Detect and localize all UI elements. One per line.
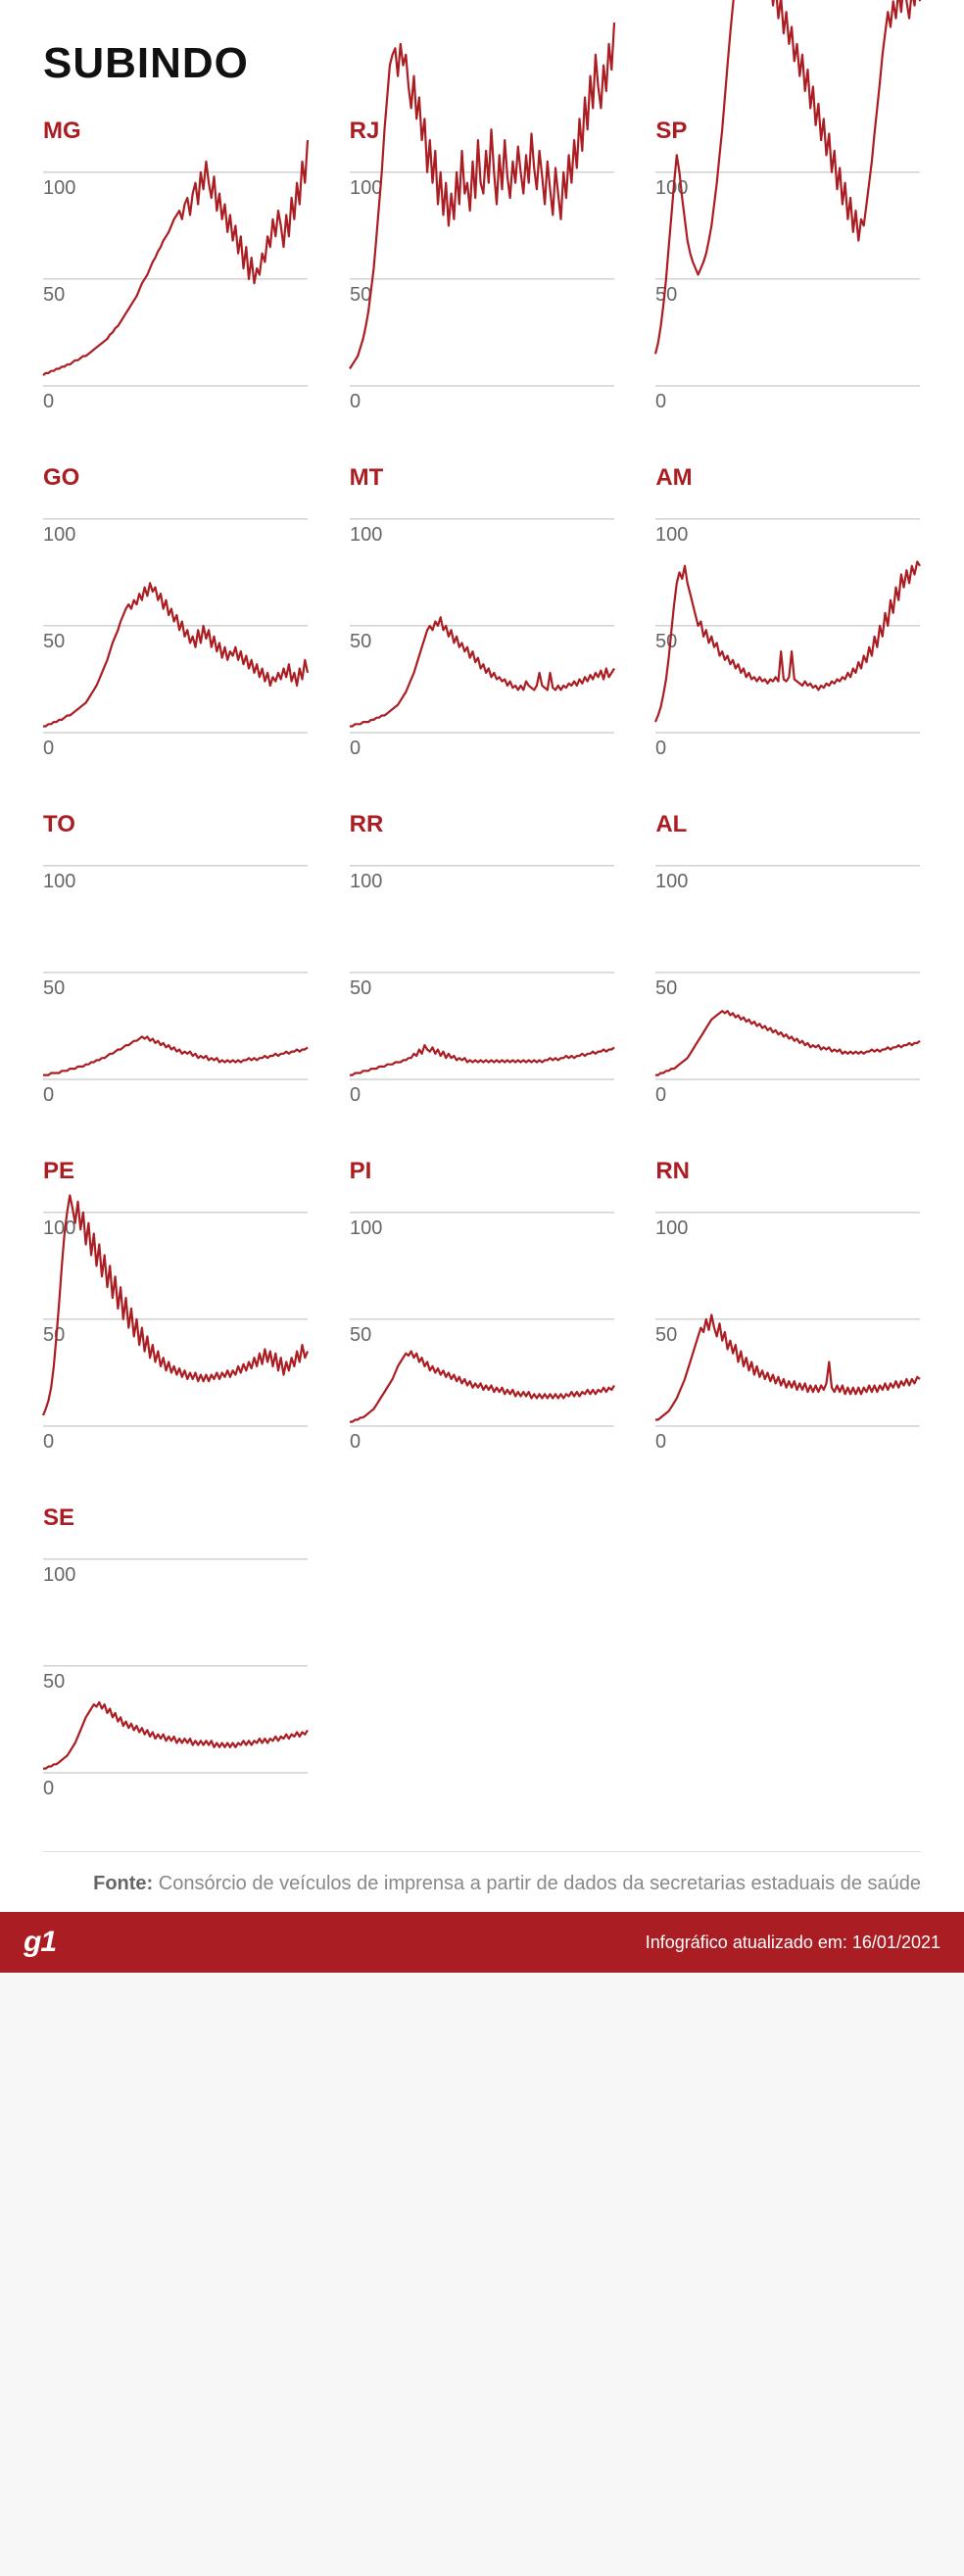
chart-label: SE xyxy=(43,1504,309,1532)
series-line xyxy=(350,617,614,726)
source-label: Fonte: xyxy=(93,1873,153,1894)
ytick-label: 0 xyxy=(350,1084,361,1106)
series-line xyxy=(43,1702,308,1769)
chart-svg: 050100 xyxy=(350,498,614,733)
chart-svg: 050100 xyxy=(655,844,920,1079)
ytick-label: 100 xyxy=(655,524,688,546)
ytick-label: 0 xyxy=(350,391,361,412)
chart-rj: RJ050100 xyxy=(350,118,615,386)
chart-label: PE xyxy=(43,1158,309,1185)
chart-go: GO050100 xyxy=(43,464,309,733)
chart-label: TO xyxy=(43,811,309,838)
chart-mg: MG050100 xyxy=(43,118,309,386)
chart-se: SE050100 xyxy=(43,1504,309,1773)
ytick-label: 50 xyxy=(43,284,65,306)
ytick-label: 50 xyxy=(350,631,371,652)
ytick-label: 0 xyxy=(43,1084,54,1106)
series-line xyxy=(350,1045,614,1075)
ytick-label: 100 xyxy=(655,871,688,892)
series-line xyxy=(43,140,308,375)
chart-svg: 050100 xyxy=(655,151,920,386)
chart-mt: MT050100 xyxy=(350,464,615,733)
source-footer: Fonte: Consórcio de veículos de imprensa… xyxy=(43,1851,921,1912)
ytick-label: 0 xyxy=(350,738,361,759)
chart-label: MT xyxy=(350,464,615,492)
ytick-label: 0 xyxy=(350,1431,361,1453)
ytick-label: 100 xyxy=(655,177,688,199)
chart-label: AL xyxy=(655,811,921,838)
source-text: Consórcio de veículos de imprensa a part… xyxy=(159,1873,921,1894)
chart-rn: RN050100 xyxy=(655,1158,921,1426)
ytick-label: 50 xyxy=(43,631,65,652)
ytick-label: 0 xyxy=(43,738,54,759)
page-title: SUBINDO xyxy=(43,39,921,88)
chart-svg: 050100 xyxy=(655,498,920,733)
ytick-label: 50 xyxy=(350,978,371,999)
chart-svg: 050100 xyxy=(43,844,308,1079)
chart-label: RR xyxy=(350,811,615,838)
ytick-label: 50 xyxy=(350,1324,371,1346)
series-line xyxy=(43,583,308,726)
ytick-label: 50 xyxy=(43,978,65,999)
chart-rr: RR050100 xyxy=(350,811,615,1079)
bottom-bar: g1 Infográfico atualizado em: 16/01/2021 xyxy=(0,1912,964,1973)
series-line xyxy=(350,1352,614,1422)
chart-svg: 050100 xyxy=(43,151,308,386)
ytick-label: 50 xyxy=(350,284,371,306)
chart-label: MG xyxy=(43,118,309,145)
ytick-label: 100 xyxy=(655,1217,688,1239)
ytick-label: 100 xyxy=(350,177,382,199)
series-line xyxy=(655,1315,920,1420)
ytick-label: 0 xyxy=(655,1431,666,1453)
ytick-label: 50 xyxy=(655,1324,677,1346)
chart-svg: 050100 xyxy=(43,1538,308,1773)
series-line xyxy=(655,562,920,723)
ytick-label: 100 xyxy=(350,524,382,546)
chart-pe: PE050100 xyxy=(43,1158,309,1426)
ytick-label: 50 xyxy=(43,1324,65,1346)
ytick-label: 0 xyxy=(43,1778,54,1799)
ytick-label: 100 xyxy=(43,1217,75,1239)
ytick-label: 0 xyxy=(655,738,666,759)
chart-al: AL050100 xyxy=(655,811,921,1079)
ytick-label: 100 xyxy=(43,871,75,892)
ytick-label: 100 xyxy=(350,871,382,892)
chart-pi: PI050100 xyxy=(350,1158,615,1426)
chart-label: RN xyxy=(655,1158,921,1185)
ytick-label: 0 xyxy=(43,1431,54,1453)
chart-svg: 050100 xyxy=(655,1191,920,1426)
series-line xyxy=(655,1011,920,1074)
ytick-label: 50 xyxy=(655,978,677,999)
chart-sp: SP 050100 xyxy=(655,118,921,386)
ytick-label: 100 xyxy=(43,1564,75,1586)
ytick-label: 100 xyxy=(350,1217,382,1239)
ytick-label: 0 xyxy=(43,391,54,412)
ytick-label: 0 xyxy=(655,391,666,412)
chart-am: AM050100 xyxy=(655,464,921,733)
chart-svg: 050100 xyxy=(43,498,308,733)
chart-label: AM xyxy=(655,464,921,492)
ytick-label: 0 xyxy=(655,1084,666,1106)
chart-svg: 050100 xyxy=(350,151,614,386)
series-line xyxy=(43,1195,308,1415)
ytick-label: 50 xyxy=(655,631,677,652)
chart-label: SP xyxy=(655,118,921,145)
chart-svg: 050100 xyxy=(43,1191,308,1426)
ytick-label: 50 xyxy=(43,1671,65,1693)
chart-svg: 050100 xyxy=(350,1191,614,1426)
chart-to: TO050100 xyxy=(43,811,309,1079)
chart-grid: MG050100RJ050100SP050100GO050100MT050100… xyxy=(43,118,921,1773)
ytick-label: 100 xyxy=(43,524,75,546)
ytick-label: 100 xyxy=(43,177,75,199)
chart-label: GO xyxy=(43,464,309,492)
updated-text: Infográfico atualizado em: 16/01/2021 xyxy=(646,1932,940,1953)
chart-label: PI xyxy=(350,1158,615,1185)
series-line xyxy=(43,1036,308,1074)
chart-svg: 050100 xyxy=(350,844,614,1079)
g1-logo: g1 xyxy=(24,1926,56,1959)
